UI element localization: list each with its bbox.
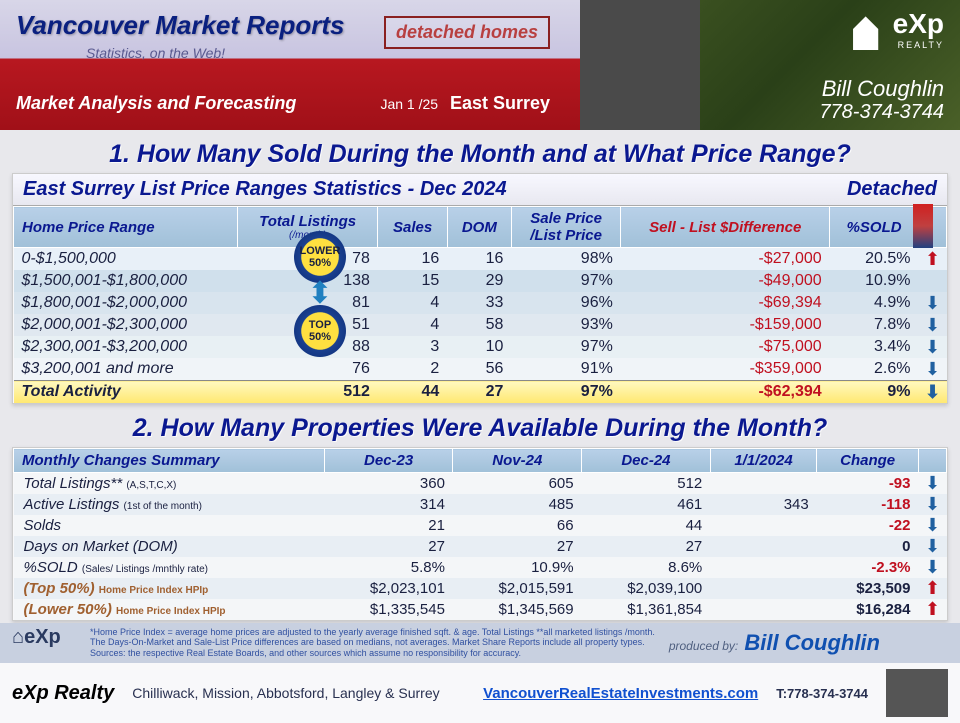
col-header: Total Listings(/month) [237, 207, 378, 248]
summary-row: Days on Market (DOM) 2727270⬇ [14, 536, 947, 557]
monthly-summary-table: Monthly Changes SummaryDec-23Nov-24Dec-2… [12, 447, 948, 621]
price-table: Home Price RangeTotal Listings(/month)Sa… [13, 206, 947, 403]
disclaimer-bar: ⌂eXp *Home Price Index = average home pr… [0, 623, 960, 663]
report-date: Jan 1 /25 [380, 96, 438, 112]
producer-credit: produced by: Bill Coughlin [669, 630, 880, 656]
col-header: Sell - List $Difference [621, 207, 830, 248]
table-title: East Surrey List Price Ranges Statistics… [23, 178, 507, 201]
total-row: Total Activity512442797%-$62,3949%⬇ [14, 381, 947, 404]
table-tag: Detached [847, 178, 937, 201]
col-header: DOM [447, 207, 511, 248]
table-row: $3,200,001 and more7625691%-$359,0002.6%… [14, 358, 947, 381]
table-row: $2,300,001-$3,200,0008831097%-$75,0003.4… [14, 336, 947, 358]
footer-phone: T:778-374-3744 [776, 686, 868, 701]
summary-row: Total Listings** (A,S,T,C,X)360605512-93… [14, 473, 947, 495]
table-row: $1,500,001-$1,800,000138152997%-$49,0001… [14, 270, 947, 292]
footer-portrait [886, 669, 948, 717]
contact-name: Bill Coughlin [822, 76, 944, 102]
footer-brand: eXp Realty [12, 682, 114, 705]
header-left: Vancouver Market Reports Statistics, on … [0, 0, 580, 130]
col-header: %SOLD [830, 207, 919, 248]
table-header-row: Home Price RangeTotal Listings(/month)Sa… [14, 207, 947, 248]
footer-bar: eXp Realty Chilliwack, Mission, Abbotsfo… [0, 663, 960, 723]
summary-row: Active Listings (1st of the month)314485… [14, 494, 947, 515]
table-row: 0-$1,500,00078161698%-$27,00020.5%⬆ [14, 248, 947, 271]
background-image: eXp REALTY Bill Coughlin 778-374-3744 [700, 0, 960, 130]
house-icon [845, 8, 887, 50]
summary-row: (Top 50%) Home Price Index HPIp$2,023,10… [14, 578, 947, 599]
table-title-row: East Surrey List Price Ranges Statistics… [13, 174, 947, 206]
brand-sub: REALTY [893, 40, 944, 50]
summary-row: (Lower 50%) Home Price Index HPIp$1,335,… [14, 599, 947, 620]
col-header: Sales [378, 207, 447, 248]
disclaimer-text: *Home Price Index = average home prices … [90, 627, 655, 659]
col-header: Sale Price/List Price [511, 207, 620, 248]
price-range-table: East Surrey List Price Ranges Statistics… [12, 173, 948, 404]
question-2-heading: 2. How Many Properties Were Available Du… [0, 404, 960, 447]
footer: ⌂eXp *Home Price Index = average home pr… [0, 623, 960, 723]
tagline: Market Analysis and Forecasting [16, 93, 296, 114]
question-1-heading: 1. How Many Sold During the Month and at… [0, 130, 960, 173]
summary-table: Monthly Changes SummaryDec-23Nov-24Dec-2… [13, 448, 947, 620]
brand-logo: eXp REALTY [845, 8, 944, 50]
footer-logo-icon: ⌂eXp [12, 625, 61, 649]
table-row: $1,800,001-$2,000,0008143396%-$69,3944.9… [14, 292, 947, 314]
category-badge: detached homes [384, 16, 550, 49]
agent-portrait [580, 0, 700, 130]
summary-row: Solds 216644-22⬇ [14, 515, 947, 536]
table-row: $2,000,001-$2,300,0005145893%-$159,0007.… [14, 314, 947, 336]
footer-areas: Chilliwack, Mission, Abbotsford, Langley… [132, 685, 439, 701]
contact-phone: 778-374-3744 [819, 101, 944, 124]
report-area: East Surrey [450, 93, 550, 113]
summary-header-row: Monthly Changes SummaryDec-23Nov-24Dec-2… [14, 449, 947, 473]
header-right: eXp REALTY Bill Coughlin 778-374-3744 [580, 0, 960, 130]
brand-text: eXp [893, 8, 944, 39]
gradient-strip-icon [913, 204, 933, 248]
summary-row: %SOLD (Sales/ Listings /mnthly rate)5.8%… [14, 557, 947, 578]
date-area: Jan 1 /25 East Surrey [380, 93, 550, 114]
footer-url[interactable]: VancouverRealEstateInvestments.com [483, 685, 758, 702]
header: Vancouver Market Reports Statistics, on … [0, 0, 960, 130]
col-header: Home Price Range [14, 207, 238, 248]
